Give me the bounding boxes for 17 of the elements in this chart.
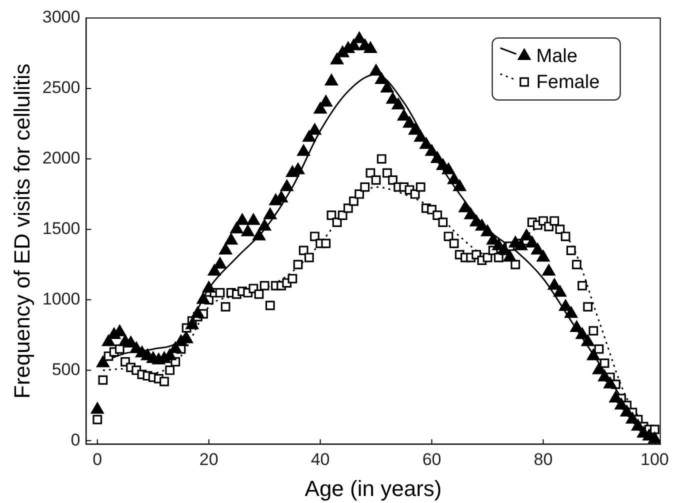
y-tick-label: 3000 — [42, 8, 80, 27]
x-tick-label: 40 — [310, 450, 330, 470]
y-tick-label: 0 — [70, 430, 80, 450]
x-tick-label: 100 — [640, 450, 669, 470]
legend-label: Male — [536, 46, 578, 68]
legend-label: Female — [536, 72, 600, 94]
x-tick-label: 60 — [422, 450, 442, 470]
y-tick-label: 2500 — [42, 78, 80, 98]
x-axis-title: Age (in years) — [304, 476, 442, 501]
y-tick-label: 2000 — [42, 148, 80, 168]
x-tick-label: 0 — [92, 450, 102, 470]
y-tick-label: 500 — [52, 360, 80, 379]
y-tick-label: 1500 — [42, 219, 80, 238]
x-tick-label: 80 — [534, 450, 553, 470]
y-axis-title: Frequency of ED visits for cellulitis — [9, 64, 34, 399]
y-tick-label: 1000 — [42, 289, 80, 308]
x-tick-label: 20 — [199, 450, 218, 470]
